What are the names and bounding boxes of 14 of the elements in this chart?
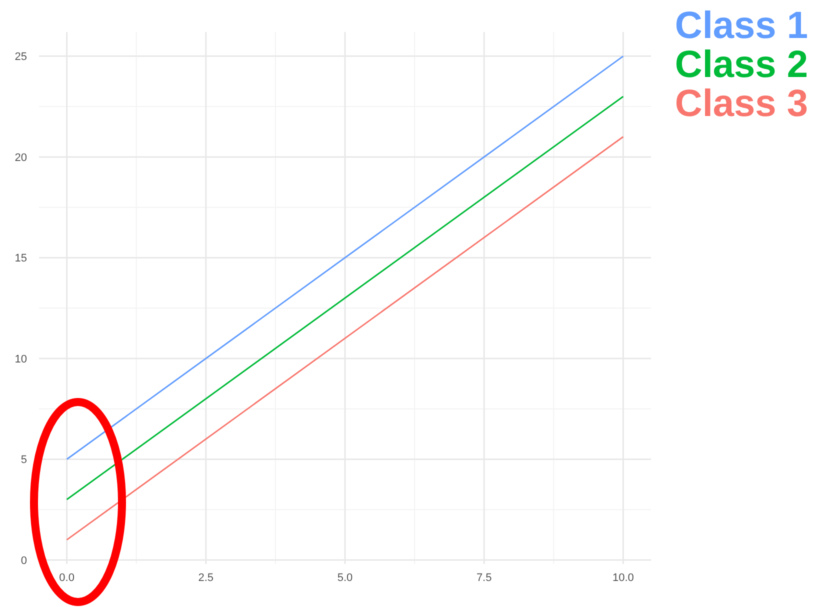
y-tick-label: 25 [14, 51, 27, 64]
x-tick-label: 7.5 [476, 572, 492, 584]
series-label: Class 1 [674, 5, 808, 47]
x-tick-label: 0.0 [59, 572, 74, 584]
y-tick-label: 15 [14, 252, 27, 265]
x-tick-label: 10.0 [612, 572, 634, 584]
y-tick-label: 5 [20, 454, 27, 466]
x-tick-label: 2.5 [198, 572, 214, 584]
y-tick-label: 0 [20, 554, 27, 567]
series-label: Class 3 [674, 83, 808, 125]
y-tick-label: 10 [14, 353, 27, 366]
y-tick-label: 20 [14, 152, 27, 164]
x-tick-label: 5.0 [337, 572, 353, 584]
series-label: Class 2 [674, 44, 808, 86]
